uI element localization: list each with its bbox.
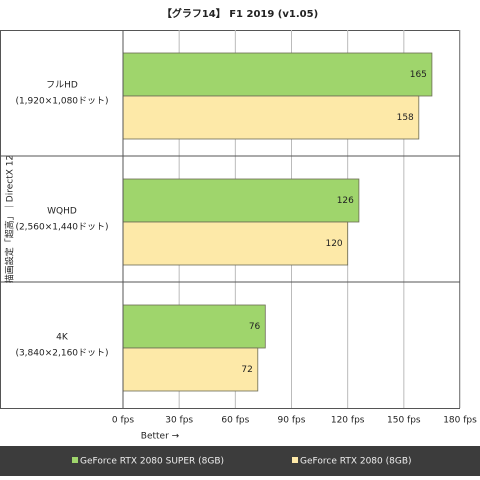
y-axis-label: 描画設定「超高」｜DirectX 12 bbox=[4, 155, 16, 283]
bar bbox=[122, 52, 433, 97]
category-label: フルHD bbox=[46, 81, 78, 91]
bar bbox=[122, 347, 259, 392]
legend-swatch bbox=[292, 457, 298, 463]
legend-bar bbox=[0, 446, 480, 476]
x-tick-label: 30 fps bbox=[165, 416, 193, 426]
category-label: WQHD bbox=[47, 207, 77, 217]
bar bbox=[122, 304, 266, 349]
x-tick-label: 150 fps bbox=[387, 416, 421, 426]
value-label: 158 bbox=[397, 113, 414, 123]
category-sublabel: (2,560×1,440ドット) bbox=[15, 223, 108, 233]
category-label: 4K bbox=[56, 333, 69, 343]
legend-label: GeForce RTX 2080 (8GB) bbox=[300, 457, 412, 467]
value-label: 76 bbox=[249, 322, 261, 332]
value-label: 72 bbox=[241, 365, 252, 375]
legend-label: GeForce RTX 2080 SUPER (8GB) bbox=[80, 457, 224, 467]
x-axis-label: Better → bbox=[141, 432, 180, 442]
value-label: 126 bbox=[337, 196, 354, 206]
value-label: 165 bbox=[410, 70, 427, 80]
legend-swatch bbox=[72, 457, 78, 463]
category-sublabel: (3,840×2,160ドット) bbox=[15, 349, 108, 359]
category-sublabel: (1,920×1,080ドット) bbox=[15, 97, 108, 107]
x-tick-label: 90 fps bbox=[278, 416, 306, 426]
bar bbox=[122, 221, 349, 266]
bar bbox=[122, 95, 420, 140]
x-tick-label: 60 fps bbox=[221, 416, 249, 426]
chart-title: 【グラフ14】 F1 2019 (v1.05) bbox=[162, 7, 318, 20]
x-tick-label: 0 fps bbox=[112, 416, 134, 426]
x-tick-label: 180 fps bbox=[443, 416, 477, 426]
bar bbox=[122, 178, 360, 223]
value-label: 120 bbox=[325, 239, 342, 249]
x-tick-label: 120 fps bbox=[331, 416, 365, 426]
